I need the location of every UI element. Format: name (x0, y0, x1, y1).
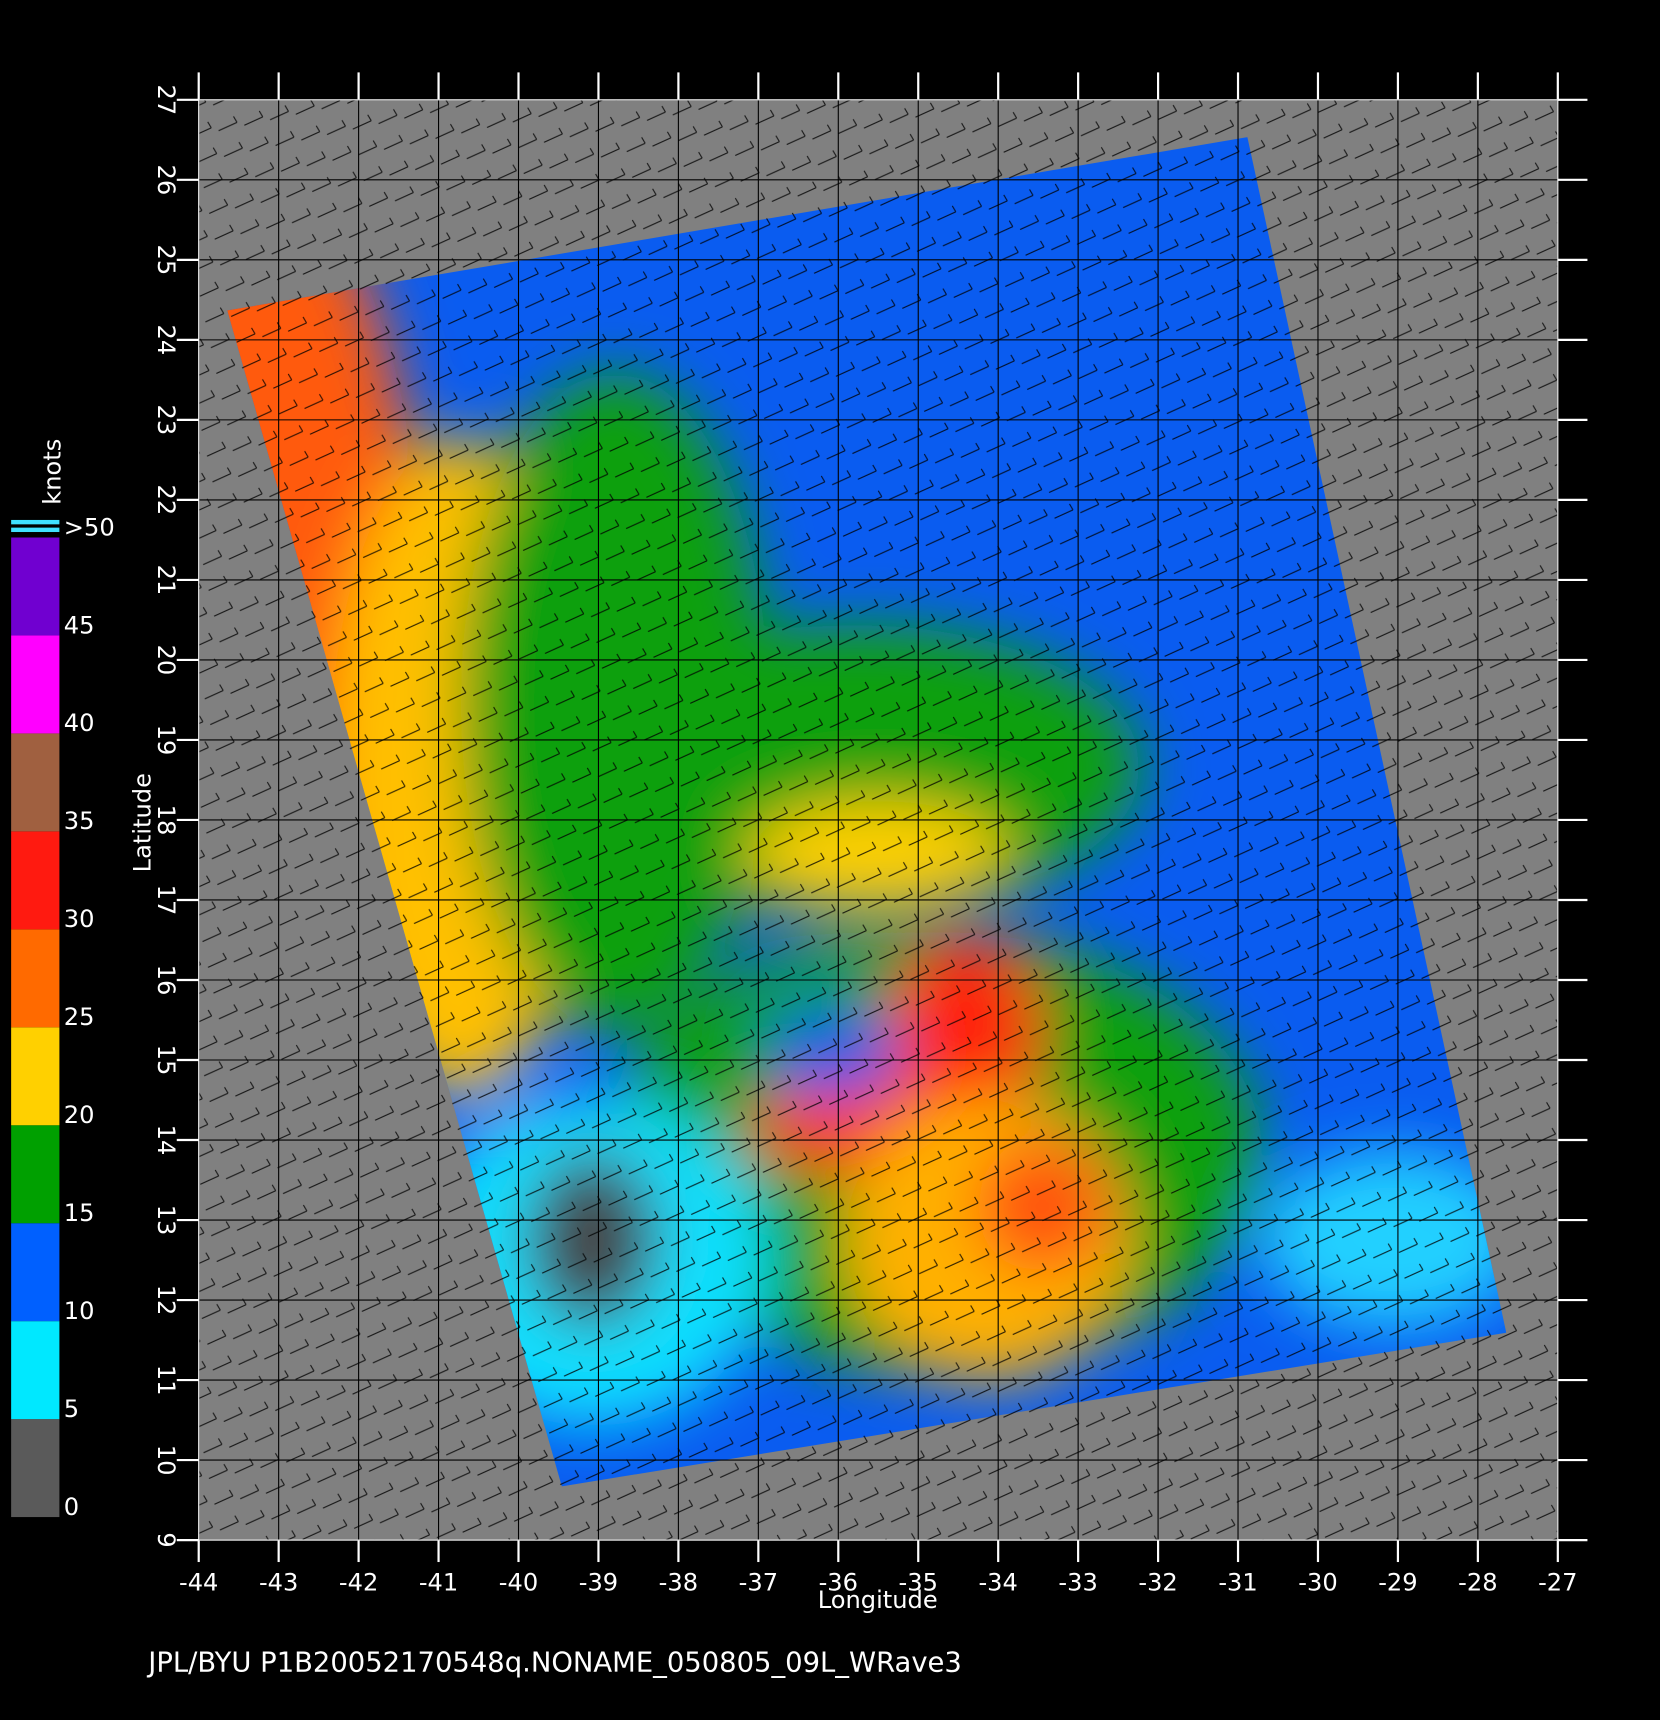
x-axis-title: Longitude (818, 1586, 938, 1614)
y-tick-label: 25 (152, 245, 180, 276)
colorbar-segment (11, 1125, 60, 1224)
y-tick-label: 15 (152, 1045, 180, 1076)
x-tick-label: -35 (899, 1569, 938, 1597)
y-tick-label: 9 (152, 1532, 180, 1547)
axes (176, 72, 1588, 1563)
y-axis-title: Latitude (128, 773, 156, 872)
x-tick-label: -43 (259, 1569, 298, 1597)
y-tick-label: 23 (152, 405, 180, 436)
x-tick-label: -40 (499, 1569, 538, 1597)
colorbar-segment (11, 1223, 60, 1322)
colorbar-label: 30 (64, 905, 95, 933)
y-tick-label: 11 (152, 1365, 180, 1396)
y-tick-label: 12 (152, 1285, 180, 1316)
colorbar-segment (11, 733, 60, 832)
colorbar-segment (11, 1419, 60, 1518)
x-tick-label: -38 (659, 1569, 698, 1597)
colorbar-cap (11, 519, 60, 525)
x-tick-label: -28 (1458, 1569, 1497, 1597)
colorbar-title: knots (38, 439, 66, 505)
colorbar-label: 40 (64, 709, 95, 737)
x-tick-label: -39 (579, 1569, 618, 1597)
x-tick-label: -36 (819, 1569, 858, 1597)
colorbar-label: 5 (64, 1395, 79, 1423)
x-tick-label: -44 (179, 1569, 218, 1597)
y-tick-label: 16 (152, 965, 180, 996)
plot-frame (198, 99, 1559, 1541)
x-tick-label: -27 (1538, 1569, 1577, 1597)
y-tick-label: 26 (152, 164, 180, 195)
y-tick-label: 21 (152, 565, 180, 596)
y-tick-label: 18 (152, 805, 180, 836)
x-tick-label: -32 (1138, 1569, 1177, 1597)
y-tick-label: 27 (152, 84, 180, 115)
x-tick-label: -34 (978, 1569, 1017, 1597)
x-tick-label: -37 (739, 1569, 778, 1597)
y-tick-label: 19 (152, 725, 180, 756)
colorbar-segment (11, 831, 60, 930)
y-tick-label: 13 (152, 1205, 180, 1236)
y-tick-label: 10 (152, 1445, 180, 1476)
colorbar-segment (11, 929, 60, 1028)
y-tick-label: 14 (152, 1125, 180, 1156)
colorbar-cap (11, 527, 60, 533)
x-tick-label: -31 (1218, 1569, 1257, 1597)
colorbar-label: 10 (64, 1297, 95, 1325)
colorbar-segment (11, 1027, 60, 1126)
x-tick-label: -42 (339, 1569, 378, 1597)
x-tick-label: -33 (1058, 1569, 1097, 1597)
y-tick-label: 20 (152, 645, 180, 676)
y-tick-label: 17 (152, 885, 180, 916)
colorbar-label: 0 (64, 1493, 79, 1521)
colorbar-segment (11, 537, 60, 636)
colorbar-segment (11, 635, 60, 734)
colorbar-label: 15 (64, 1199, 95, 1227)
x-tick-label: -30 (1298, 1569, 1337, 1597)
colorbar-label: 20 (64, 1101, 95, 1129)
colorbar-label: 25 (64, 1003, 95, 1031)
x-tick-label: -41 (419, 1569, 458, 1597)
x-tick-label: -29 (1378, 1569, 1417, 1597)
colorbar-segment (11, 1321, 60, 1420)
colorbar-label: >50 (64, 513, 115, 541)
y-tick-label: 22 (152, 485, 180, 516)
footer: JPL/BYU P1B20052170548q.NONAME_050805_09… (146, 1648, 962, 1679)
y-tick-label: 24 (152, 325, 180, 356)
colorbar-label: 35 (64, 807, 95, 835)
colorbar-label: 45 (64, 611, 95, 639)
